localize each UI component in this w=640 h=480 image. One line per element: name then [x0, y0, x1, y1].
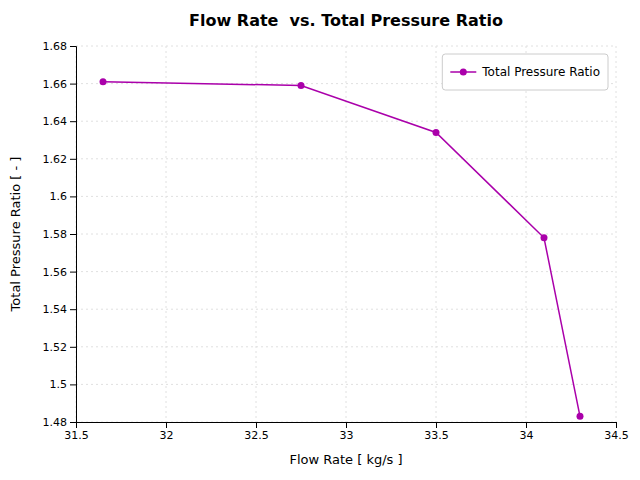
tick: 1.58	[43, 228, 77, 241]
tick: 1.64	[43, 115, 77, 128]
tick-label: 1.48	[43, 416, 68, 429]
tick: 1.5	[50, 378, 77, 391]
tick-label: 32.5	[244, 429, 269, 442]
chart-container: 31.5 32 32.5 33 33.5 34 34.5 1.48 1.5 1.52 1.54 1.5…	[0, 0, 640, 480]
tick: 1.62	[43, 153, 77, 166]
legend-label: Total Pressure Ratio	[481, 65, 600, 79]
chart: 31.5 32 32.5 33 33.5 34 34.5 1.48 1.5 1.52 1.54 1.5…	[0, 0, 640, 480]
tick-mark	[70, 84, 76, 85]
tick-mark	[346, 422, 347, 428]
tick-label: 32	[160, 429, 174, 442]
tick-mark	[70, 121, 76, 122]
grid-line-y	[76, 234, 616, 235]
tick: 34	[520, 422, 534, 442]
tick-mark	[166, 422, 167, 428]
tick-mark	[70, 196, 76, 197]
tick-mark	[616, 422, 617, 428]
tick-mark	[70, 384, 76, 385]
y-axis: 1.48 1.5 1.52 1.54 1.56 1.58 1.6 1.62 1.64 1.66 1.…	[43, 40, 77, 429]
x-axis-title: Flow Rate [ kg/s ]	[289, 452, 402, 467]
grid-line-y	[76, 384, 616, 385]
tick: 1.56	[43, 266, 77, 279]
plot-area	[100, 78, 584, 420]
tick-label: 34.5	[604, 429, 629, 442]
tick-mark	[70, 234, 76, 235]
tick-mark	[526, 422, 527, 428]
data-line	[103, 82, 580, 417]
tick-mark	[436, 422, 437, 428]
tick: 33.5	[424, 422, 449, 442]
x-axis: 31.5 32 32.5 33 33.5 34 34.5	[64, 422, 629, 442]
tick-mark	[70, 309, 76, 310]
tick-mark	[70, 347, 76, 348]
tick-label: 34	[520, 429, 534, 442]
data-point	[541, 234, 548, 241]
tick: 32	[160, 422, 174, 442]
tick: 1.66	[43, 78, 77, 91]
grid-line-y	[76, 121, 616, 122]
data-point	[298, 82, 305, 89]
tick-label: 33	[340, 429, 354, 442]
grid-line-y	[76, 346, 616, 347]
tick: 31.5	[64, 422, 89, 442]
tick-mark	[70, 46, 76, 47]
tick-label: 1.62	[43, 153, 68, 166]
tick-label: 1.56	[43, 266, 68, 279]
axis-line	[77, 423, 617, 429]
tick: 32.5	[244, 422, 269, 442]
grid-line-y	[76, 196, 616, 197]
tick-label: 1.54	[43, 303, 68, 316]
tick-label: 1.52	[43, 341, 68, 354]
tick-label: 1.66	[43, 78, 68, 91]
grid-line-y	[76, 271, 616, 272]
data-point	[433, 129, 440, 136]
grid	[76, 46, 616, 422]
tick: 1.68	[43, 40, 77, 53]
legend: Total Pressure Ratio	[442, 54, 608, 90]
tick-mark	[70, 272, 76, 273]
tick: 33	[340, 422, 354, 442]
tick-label: 31.5	[64, 429, 89, 442]
legend-frame	[442, 54, 608, 90]
tick-mark	[256, 422, 257, 428]
tick-label: 1.58	[43, 228, 68, 241]
tick: 34.5	[604, 422, 629, 442]
tick-label: 1.6	[50, 190, 68, 203]
tick-label: 1.5	[50, 378, 68, 391]
y-axis-title: Total Pressure Ratio [ - ]	[8, 157, 23, 313]
tick-mark	[70, 159, 76, 160]
data-point	[100, 78, 107, 85]
legend-marker	[460, 69, 467, 76]
tick: 1.52	[43, 341, 77, 354]
chart-title: Flow Rate vs. Total Pressure Ratio	[189, 11, 503, 30]
tick: 1.6	[50, 190, 77, 203]
grid-line-y	[76, 309, 616, 310]
tick-label: 1.64	[43, 115, 68, 128]
axis-line	[70, 47, 77, 423]
grid-line-y	[76, 158, 616, 159]
tick-mark	[70, 422, 76, 423]
tick-label: 33.5	[424, 429, 449, 442]
tick: 1.54	[43, 303, 77, 316]
data-point	[577, 413, 584, 420]
tick-label: 1.68	[43, 40, 68, 53]
tick: 1.48	[43, 416, 77, 429]
grid-line-y	[76, 46, 616, 47]
